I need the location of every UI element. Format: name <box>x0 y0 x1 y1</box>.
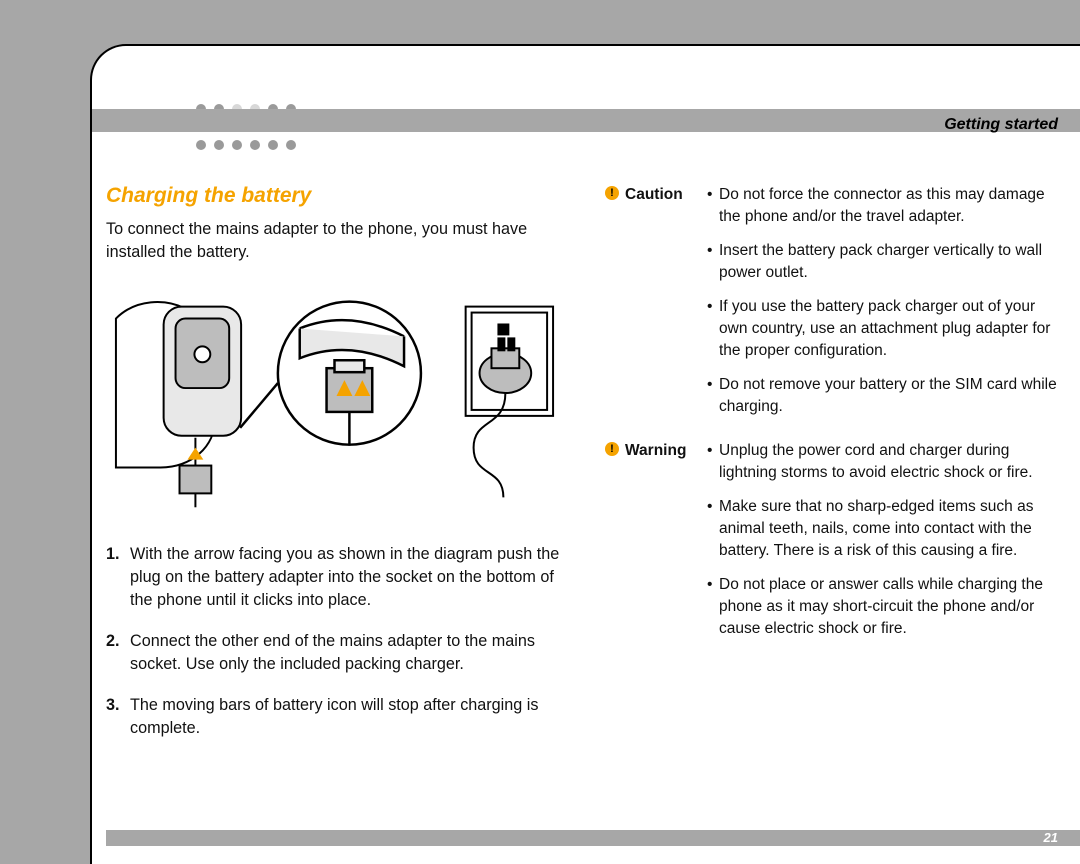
step-text: The moving bars of battery icon will sto… <box>130 694 563 740</box>
caution-label-text: Caution <box>625 184 683 206</box>
caution-label: ! Caution <box>605 184 697 430</box>
steps-list: 1 With the arrow facing you as shown in … <box>106 543 563 740</box>
caution-block: ! Caution Do not force the connector as … <box>605 184 1062 430</box>
header-dot <box>196 140 206 150</box>
step-3: 3 The moving bars of battery icon will s… <box>106 694 563 740</box>
warning-item: Make sure that no sharp-edged items such… <box>707 496 1062 562</box>
step-1: 1 With the arrow facing you as shown in … <box>106 543 563 612</box>
step-text: With the arrow facing you as shown in th… <box>130 543 563 612</box>
left-column: Charging the battery To connect the main… <box>106 184 563 816</box>
content-columns: Charging the battery To connect the main… <box>106 184 1062 816</box>
warning-item: Do not place or answer calls while charg… <box>707 574 1062 640</box>
warning-block: ! Warning Unplug the power cord and char… <box>605 440 1062 652</box>
step-text: Connect the other end of the mains adapt… <box>130 630 563 676</box>
exclamation-icon: ! <box>605 186 619 200</box>
charging-illustration <box>106 288 563 508</box>
header-dot <box>286 140 296 150</box>
warning-items: Unplug the power cord and charger during… <box>705 440 1062 652</box>
step-number: 2 <box>106 630 124 676</box>
header-dot <box>268 140 278 150</box>
page-title: Charging the battery <box>106 184 563 208</box>
header-dot <box>250 140 260 150</box>
caution-item: If you use the battery pack charger out … <box>707 296 1062 362</box>
page-background: Getting started Charging the battery To … <box>0 0 1080 864</box>
page-number: 21 <box>1044 830 1058 846</box>
step-number: 1 <box>106 543 124 612</box>
section-label: Getting started <box>944 116 1058 134</box>
caution-items: Do not force the connector as this may d… <box>705 184 1062 430</box>
step-number: 3 <box>106 694 124 740</box>
intro-text: To connect the mains adapter to the phon… <box>106 218 563 264</box>
warning-item: Unplug the power cord and charger during… <box>707 440 1062 484</box>
right-column: ! Caution Do not force the connector as … <box>605 184 1062 816</box>
warning-label-text: Warning <box>625 440 686 462</box>
header-band <box>92 109 1080 132</box>
header-dot <box>232 140 242 150</box>
header-dot <box>214 140 224 150</box>
exclamation-icon: ! <box>605 442 619 456</box>
step-2: 2 Connect the other end of the mains ada… <box>106 630 563 676</box>
warning-label: ! Warning <box>605 440 697 652</box>
caution-item: Do not remove your battery or the SIM ca… <box>707 374 1062 418</box>
caution-item: Insert the battery pack charger vertical… <box>707 240 1062 284</box>
sheet: Getting started Charging the battery To … <box>90 44 1080 864</box>
footer-bar <box>106 830 1080 846</box>
caution-item: Do not force the connector as this may d… <box>707 184 1062 228</box>
